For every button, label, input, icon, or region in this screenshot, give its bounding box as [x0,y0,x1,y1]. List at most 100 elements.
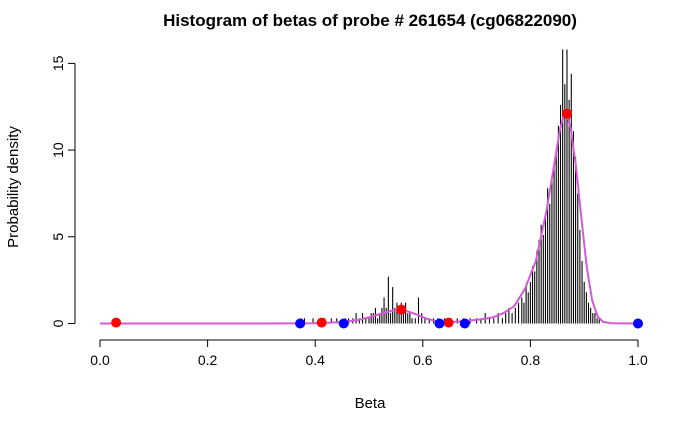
histogram-bar [303,318,305,324]
red-point [561,108,572,119]
histogram-bar [544,214,547,324]
histogram-bar [540,224,542,324]
x-axis: 0.0 0.2 0.4 0.6 0.8 1.0 [90,339,648,368]
histogram-bar [497,313,499,324]
histogram-bar [394,307,396,324]
histogram-bar [501,318,503,324]
y-tick-label: 10 [50,142,66,158]
marker-points [111,108,643,329]
histogram-bar [409,313,411,324]
histogram-bar [577,193,579,324]
x-tick-label: 0.8 [521,352,541,368]
density-curve [100,114,639,325]
x-axis-label: Beta [355,395,387,412]
histogram-bar [553,162,555,324]
histogram-bar [414,318,416,324]
y-axis-label: Probability density [5,126,22,248]
histogram-bar [365,318,367,324]
histogram-bar [547,188,549,324]
histogram-bar [389,313,392,324]
histogram-bar [417,297,420,324]
histogram-bar [557,125,559,324]
histogram-bar [527,292,529,324]
histogram-bar [398,307,400,324]
histogram-bar [542,235,544,324]
y-axis: 0 5 10 15 [50,55,76,327]
histogram-bar [590,307,592,324]
histogram-bar [383,297,385,324]
histogram-bar [411,318,413,324]
blue-point [459,318,470,329]
histogram-bar [566,49,568,324]
histogram-bar [480,318,482,324]
red-point [111,317,122,328]
histogram-bar [514,307,516,324]
histogram-bar [594,313,596,324]
histogram-bar [377,318,379,324]
histogram-bar [583,281,585,324]
blue-point [295,318,306,329]
histogram-bar [549,203,551,324]
histogram-bar [587,302,590,324]
histogram-bar [555,151,557,324]
histogram-bar [405,302,407,324]
histogram-bar [568,99,570,324]
blue-point [434,318,445,329]
histogram-bar [493,318,495,324]
x-tick-label: 0.2 [198,352,218,368]
histogram-bar [330,318,332,324]
density-curve-layer [100,114,639,325]
histogram-bar [536,250,538,324]
histogram-bar [564,84,566,324]
histogram-bar [396,302,398,324]
y-tick-label: 0 [50,319,66,327]
histogram-bar [534,271,536,324]
histogram-bar [372,313,374,324]
histogram-bar [521,297,523,324]
histogram-bar [402,313,404,324]
x-tick-label: 0.4 [305,352,325,368]
histogram-bar [511,313,513,324]
histogram-bar [488,318,491,324]
histogram-bar [355,313,357,324]
histogram-bar [428,318,430,324]
histogram-bar [570,73,572,324]
histogram-bar [379,313,381,324]
histogram-bar [358,318,360,324]
y-tick-label: 5 [50,233,66,241]
x-tick-label: 0.6 [413,352,433,368]
histogram-bar [368,318,370,324]
histogram-bar [551,177,553,324]
histogram-bar [385,307,387,324]
histogram-bar [575,157,577,324]
histogram-bar [370,313,372,324]
histogram-bar [387,276,389,324]
histogram-bar [579,229,581,324]
x-tick-label: 1.0 [628,352,648,368]
histogram-bar [518,302,520,324]
histogram-bar [476,318,478,324]
red-point [396,304,407,315]
histogram-bar [581,261,583,324]
histogram-bar [572,131,574,324]
x-tick-label: 0.0 [90,352,110,368]
histogram-bar [392,287,394,324]
histogram-bar [592,313,594,324]
red-point [316,317,327,328]
histogram-bar [529,281,531,324]
histogram-bar [538,240,540,324]
histogram-bar [505,313,507,324]
y-tick-label: 15 [50,55,66,71]
histogram-bars [300,49,600,324]
histogram-bar [525,287,527,324]
histogram-bar [523,302,525,324]
red-point [443,317,454,328]
blue-point [338,318,349,329]
histogram-bar [381,307,383,324]
histogram-bar [562,49,564,324]
histogram-bar [598,318,600,324]
histogram-bar [424,318,426,324]
histogram-bar [559,104,562,324]
histogram-bar [532,266,534,324]
